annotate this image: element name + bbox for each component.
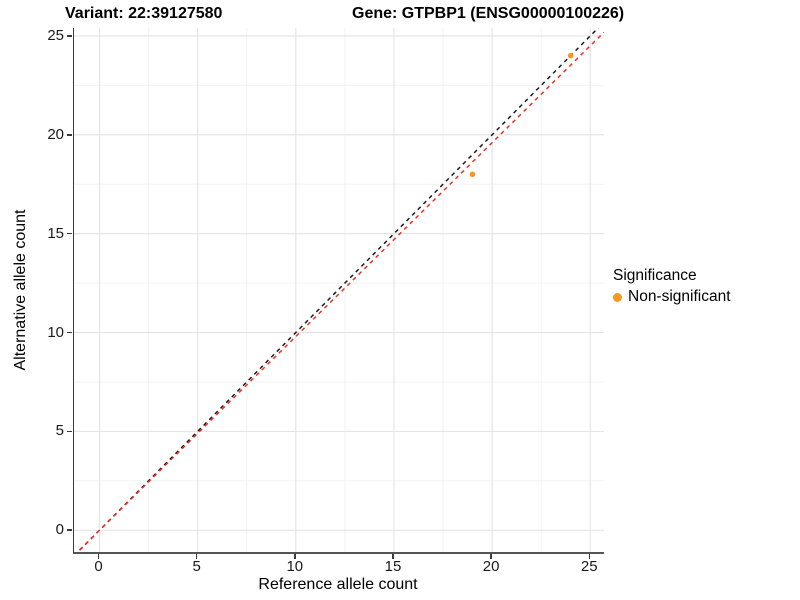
x-tick-label: 5	[192, 558, 201, 575]
variant-title: Variant: 22:39127580	[65, 5, 223, 22]
x-tick-label: 0	[94, 558, 103, 575]
legend-item-label: Non-significant	[628, 288, 731, 305]
x-tick-label: 20	[482, 558, 500, 575]
y-axis-title: Alternative allele count	[12, 209, 29, 371]
legend: Significance Non-significant	[613, 266, 731, 306]
gene-title: Gene: GTPBP1 (ENSG00000100226)	[352, 5, 625, 22]
y-tick-mark	[66, 35, 72, 37]
y-tick-label: 15	[47, 224, 64, 242]
y-tick-label: 5	[55, 422, 64, 440]
legend-item-non-significant: Non-significant	[613, 288, 731, 306]
y-tick-mark	[66, 529, 72, 531]
data-point	[469, 171, 476, 178]
x-axis-title: Reference allele count	[258, 576, 418, 593]
x-tick-label: 15	[384, 558, 402, 575]
x-tick-mark	[294, 554, 296, 559]
y-tick-mark	[66, 331, 72, 334]
data-point	[567, 52, 574, 59]
x-tick-mark	[588, 554, 590, 559]
plot-panel	[73, 28, 604, 554]
chart-canvas	[74, 28, 604, 552]
x-tick-mark	[195, 554, 198, 559]
expected-ratio-line	[76, 31, 604, 552]
x-tick-label: 10	[286, 558, 304, 575]
legend-title: Significance	[613, 267, 697, 284]
y-tick-label: 0	[55, 521, 64, 539]
y-tick-label: 10	[47, 323, 64, 341]
non-significant-dot-icon	[613, 292, 622, 302]
x-tick-label: 25	[580, 558, 598, 575]
identity-line	[76, 28, 600, 552]
x-tick-mark	[490, 554, 492, 559]
y-tick-label: 25	[47, 26, 64, 44]
x-tick-mark	[392, 554, 394, 559]
y-tick-mark	[66, 232, 72, 235]
y-tick-mark	[66, 134, 72, 136]
y-tick-mark	[66, 430, 72, 433]
y-tick-label: 20	[47, 125, 64, 143]
x-tick-mark	[97, 554, 100, 559]
